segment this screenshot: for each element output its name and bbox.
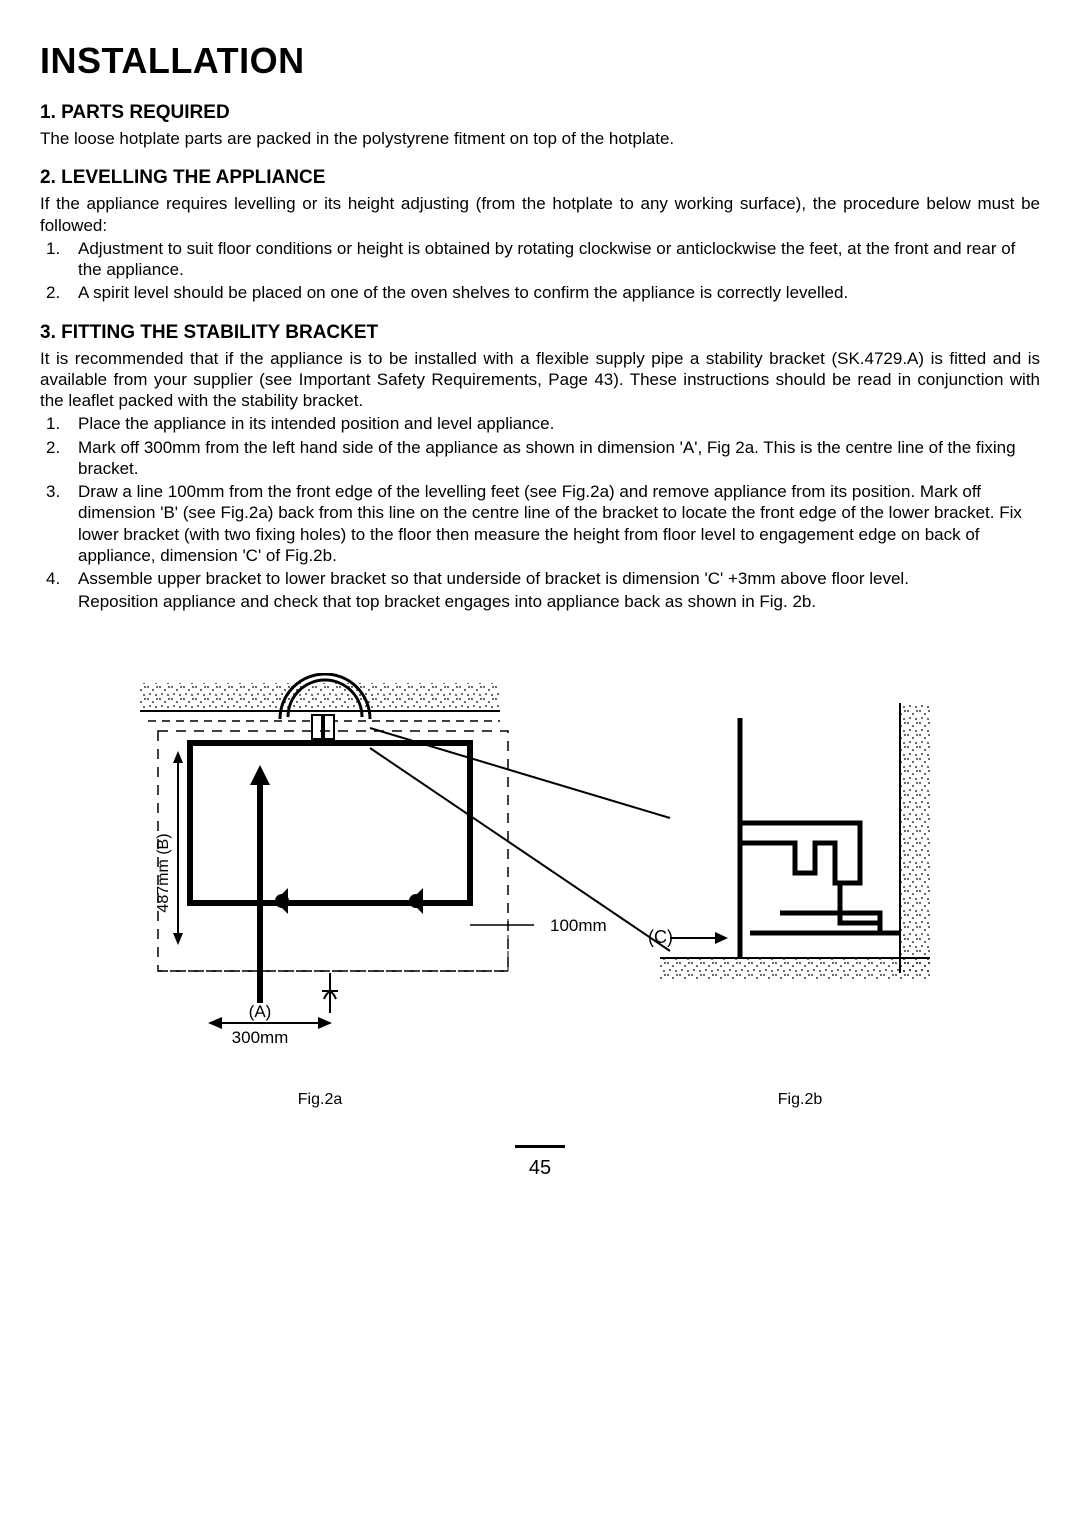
page-number-rule — [515, 1145, 565, 1148]
dim-100-label: 100mm — [550, 916, 607, 935]
figure-container: 487mm (B) 100mm (A) 300mm — [40, 673, 1040, 1083]
section-2-heading: 2. LEVELLING THE APPLIANCE — [40, 167, 1040, 189]
section-2-intro: If the appliance requires levelling or i… — [40, 193, 1040, 236]
stability-bracket-diagram: 487mm (B) 100mm (A) 300mm — [110, 673, 970, 1083]
dim-a-label-1: (A) — [249, 1002, 272, 1021]
page-number-block: 45 — [40, 1139, 1040, 1180]
dim-c-label: (C) — [648, 927, 673, 947]
list-marker: 3. — [40, 481, 78, 566]
list-item: 1. Adjustment to suit floor conditions o… — [40, 238, 1040, 281]
list-item: 2. A spirit level should be placed on on… — [40, 282, 1040, 303]
section-1-heading: 1. PARTS REQUIRED — [40, 102, 1040, 124]
page-container: INSTALLATION 1. PARTS REQUIRED The loose… — [0, 0, 1080, 1210]
dim-a-label-2: 300mm — [232, 1028, 289, 1047]
main-title: INSTALLATION — [40, 40, 1040, 82]
list-marker: 2. — [40, 437, 78, 480]
list-item-text: A spirit level should be placed on one o… — [78, 282, 1040, 303]
list-marker: 1. — [40, 238, 78, 281]
list-item: 4. Assemble upper bracket to lower brack… — [40, 568, 1040, 589]
dim-b-label: 487mm (B) — [155, 833, 172, 912]
list-item: 3. Draw a line 100mm from the front edge… — [40, 481, 1040, 566]
section-3-intro: It is recommended that if the appliance … — [40, 348, 1040, 412]
list-item-text: Mark off 300mm from the left hand side o… — [78, 437, 1040, 480]
list-item: 1. Place the appliance in its intended p… — [40, 413, 1040, 434]
list-item-text: Assemble upper bracket to lower bracket … — [78, 568, 1040, 589]
section-3-list: 1. Place the appliance in its intended p… — [40, 413, 1040, 612]
list-item: 2. Mark off 300mm from the left hand sid… — [40, 437, 1040, 480]
list-item-text: Reposition appliance and check that top … — [78, 591, 1040, 612]
caption-fig2a: Fig.2a — [40, 1091, 560, 1109]
list-item: Reposition appliance and check that top … — [40, 591, 1040, 612]
list-item-text: Adjustment to suit floor conditions or h… — [78, 238, 1040, 281]
caption-fig2b: Fig.2b — [560, 1091, 1040, 1109]
list-item-text: Draw a line 100mm from the front edge of… — [78, 481, 1040, 566]
page-number: 45 — [529, 1157, 551, 1179]
section-1-text: The loose hotplate parts are packed in t… — [40, 128, 1040, 149]
section-2-list: 1. Adjustment to suit floor conditions o… — [40, 238, 1040, 304]
section-3-heading: 3. FITTING THE STABILITY BRACKET — [40, 322, 1040, 344]
list-marker: 2. — [40, 282, 78, 303]
list-item-text: Place the appliance in its intended posi… — [78, 413, 1040, 434]
list-marker: 1. — [40, 413, 78, 434]
list-marker — [40, 591, 78, 612]
list-marker: 4. — [40, 568, 78, 589]
figure-captions: Fig.2a Fig.2b — [40, 1091, 1040, 1109]
